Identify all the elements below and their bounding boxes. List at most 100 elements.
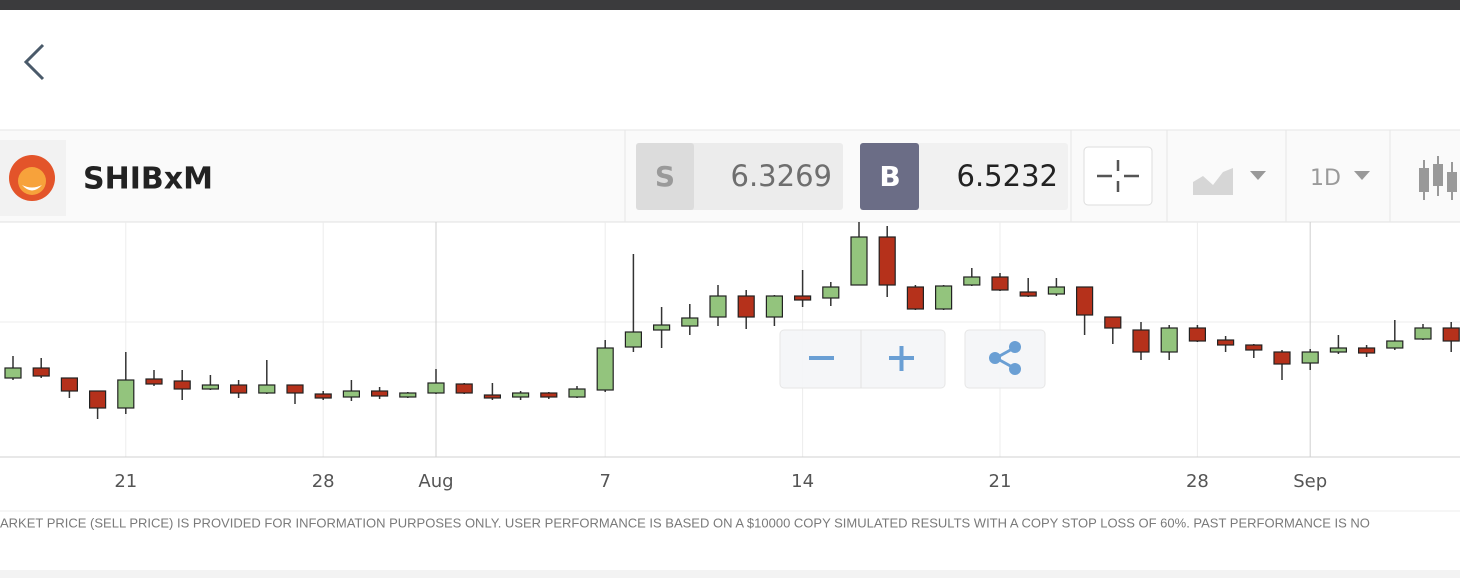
candle-body [201, 384, 219, 390]
candle-body [1442, 327, 1460, 342]
candle-body [737, 295, 755, 318]
buy-price: 6.5232 [957, 159, 1058, 193]
candle-body [681, 317, 699, 327]
candle-body [878, 236, 896, 286]
buy-label-box [860, 143, 919, 210]
crosshair-box [1083, 146, 1153, 206]
candle-body [850, 236, 868, 286]
candle-body [1160, 327, 1178, 353]
candle-body [1357, 347, 1376, 354]
crosshair-icon [1097, 160, 1139, 192]
candle-body [934, 285, 953, 310]
share-box [964, 329, 1046, 389]
sell-button[interactable]: S 6.3269 [636, 143, 843, 210]
disclaimer: ARKET PRICE (SELL PRICE) IS PROVIDED FOR… [0, 515, 1370, 530]
timeframe-button[interactable]: 1D [1310, 166, 1370, 191]
candle-body [906, 286, 925, 310]
candle-body [568, 388, 586, 398]
candle-body [1329, 347, 1348, 353]
candle-body [4, 367, 22, 379]
chart-type-icon [1193, 168, 1233, 195]
dropdown-arrow [1250, 171, 1266, 180]
chart-type-button[interactable] [1193, 168, 1266, 195]
sell-label: S [655, 160, 675, 193]
candle-body [342, 390, 360, 398]
candle-body [1047, 286, 1066, 295]
zoom-in-button[interactable] [889, 346, 914, 371]
candle-icon [1447, 172, 1457, 192]
crosshair-button[interactable] [1083, 146, 1153, 206]
candle-body [1245, 344, 1263, 351]
dropdown-arrow [1354, 171, 1370, 180]
back-icon [23, 43, 45, 81]
candle-body [709, 295, 727, 318]
logo-muzzle [22, 185, 42, 191]
x-tick-label: Aug [418, 471, 453, 492]
logo-face [18, 167, 46, 195]
candle-body [145, 378, 163, 385]
x-labels: 21 28 Aug 7 14 21 28 Sep [114, 471, 1327, 492]
candle-body [765, 295, 784, 318]
zoom-controls [779, 329, 946, 389]
candle-body [1216, 339, 1235, 346]
candle-body [652, 324, 671, 331]
candle-body [60, 377, 79, 392]
candle-body [624, 331, 643, 348]
x-tick-label: 21 [989, 471, 1012, 492]
candle-body [991, 276, 1009, 291]
candle-body [793, 295, 812, 301]
x-tick-label: 28 [1186, 471, 1209, 492]
candle-body [596, 347, 614, 391]
candle-body [511, 392, 530, 398]
back-button[interactable] [23, 43, 45, 81]
share-icon [1009, 341, 1021, 353]
instrument-name: SHIBxM [83, 162, 213, 197]
candle-body [963, 276, 981, 286]
candle-body [1075, 286, 1094, 316]
candle-body [399, 392, 417, 398]
share-icon [1009, 363, 1021, 375]
zoom-box [779, 329, 946, 389]
plot [4, 222, 1460, 419]
candle-body [286, 384, 304, 394]
x-tick-label: Sep [1293, 471, 1327, 492]
candle-style-button[interactable] [1419, 156, 1457, 200]
candle-body [258, 384, 276, 394]
candle-icon [1419, 168, 1429, 192]
candle-body [540, 392, 558, 398]
plus-icon [889, 346, 914, 371]
candle-body [455, 383, 473, 394]
candle-body [371, 390, 389, 397]
bottom-edge [0, 570, 1460, 578]
timeframe: 1D [1310, 166, 1341, 191]
candle-body [314, 393, 332, 399]
x-tick-label: 7 [599, 471, 610, 492]
x-tick-label: 21 [114, 471, 137, 492]
x-tick-label: 28 [312, 471, 335, 492]
candle-body [483, 394, 501, 399]
candle-body [1414, 327, 1432, 340]
share-button[interactable] [964, 329, 1046, 389]
x-tick-label: 14 [791, 471, 814, 492]
grid [0, 222, 1460, 457]
candle-body [1104, 316, 1122, 329]
candle-body [427, 382, 445, 394]
candle-body [32, 367, 50, 377]
candle-body [1132, 329, 1150, 353]
candle-icon [1433, 164, 1443, 186]
share-icon [989, 352, 1001, 364]
candle-body [1273, 351, 1291, 365]
candle-body [88, 390, 107, 409]
candle-body [230, 384, 248, 394]
candle-body [173, 380, 191, 390]
candle-body [1386, 340, 1404, 349]
buy-button[interactable]: B 6.5232 [860, 143, 1068, 210]
candle-body [822, 286, 840, 299]
candle-body [1019, 291, 1037, 297]
buy-label: B [879, 160, 900, 193]
candle-body [1301, 351, 1319, 364]
candle-body [117, 379, 135, 409]
status-bar [0, 0, 1460, 10]
